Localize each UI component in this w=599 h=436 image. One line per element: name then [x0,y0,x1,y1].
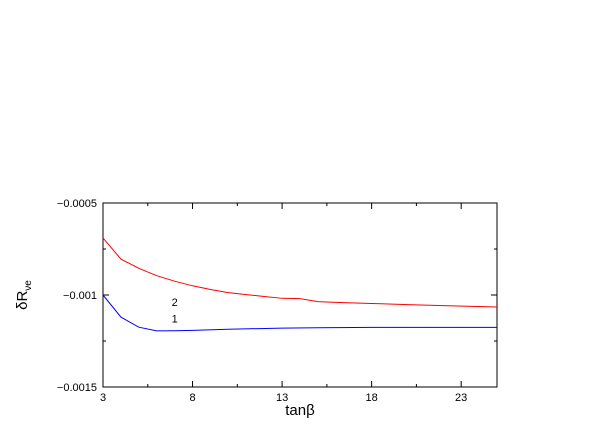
y-axis-title: δRνe [14,280,34,310]
x-tick-label: 18 [366,392,378,404]
x-axis-title: tanβ [285,402,315,419]
x-tick-label: 8 [189,392,195,404]
x-tick-label: 3 [100,392,106,404]
series-line-2 [102,237,498,308]
x-tick-label: 13 [276,392,288,404]
plot-frame [102,202,498,388]
x-tick-label: 23 [455,392,467,404]
svg-text:δRνe: δRνe [14,280,34,310]
curve-label-1: 1 [172,314,178,326]
y-tick-label: −0.0015 [57,382,97,394]
y-tick-label: −0.0005 [57,198,97,210]
y-tick-label: −0.001 [63,290,97,302]
series-line-1 [102,294,497,332]
curve-label-2: 2 [172,297,178,309]
